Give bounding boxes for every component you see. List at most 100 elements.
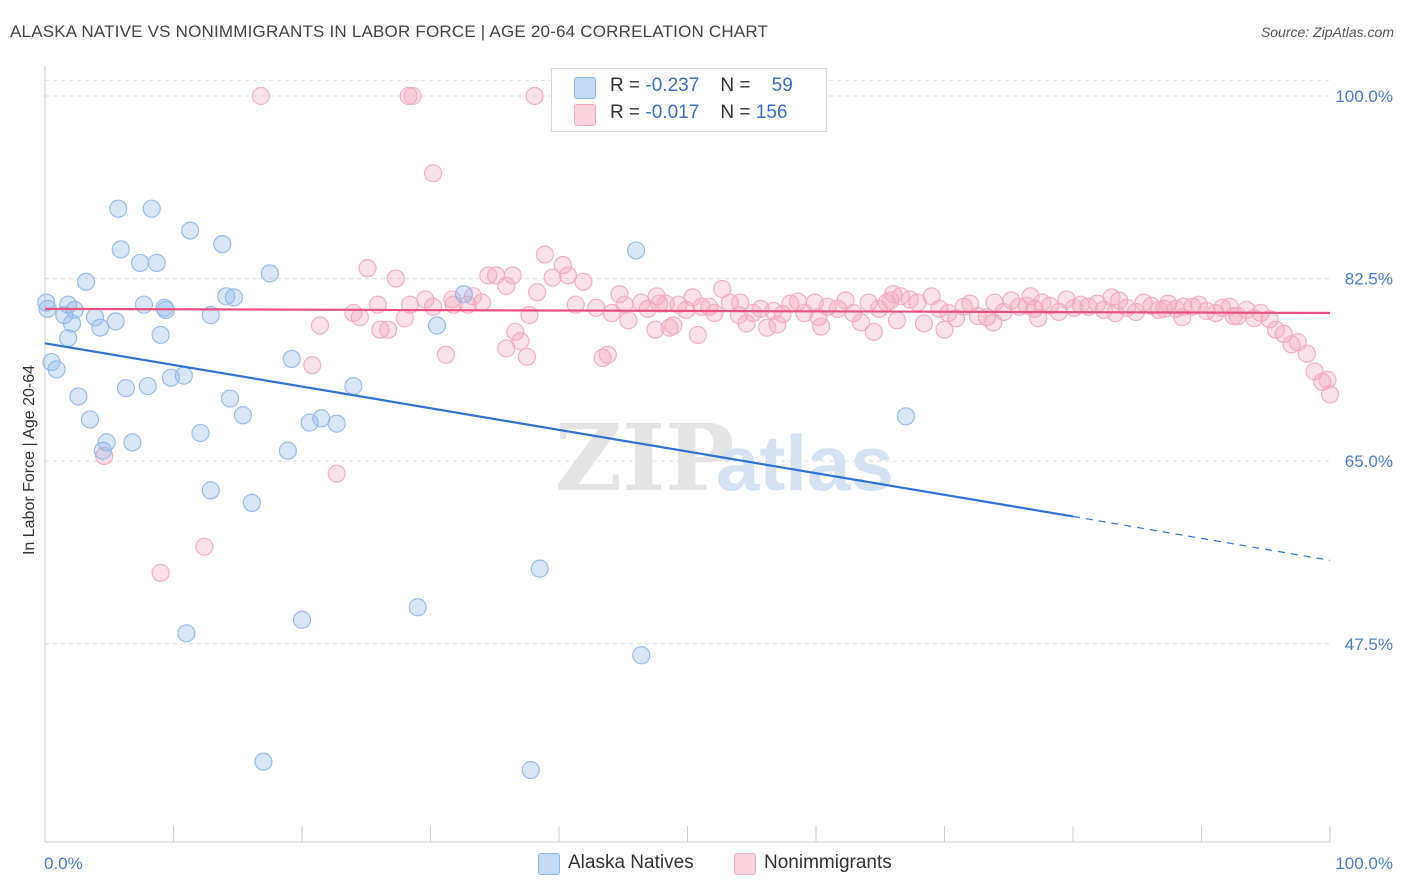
x-tick-label: 100.0% (1335, 854, 1393, 873)
y-tick-label: 100.0% (1335, 87, 1393, 106)
data-point (201, 481, 220, 500)
data-point (201, 306, 220, 325)
data-point (147, 253, 166, 273)
y-tick-label: 82.5% (1345, 270, 1393, 289)
data-point (713, 279, 732, 299)
data-point (729, 306, 749, 325)
data-point (864, 322, 883, 341)
data-point (80, 410, 100, 429)
data-point (177, 624, 196, 643)
data-point (282, 349, 301, 369)
data-point (436, 345, 456, 364)
data-point (151, 563, 170, 582)
data-point (111, 240, 130, 259)
data-point (278, 441, 297, 460)
data-point (1320, 385, 1340, 404)
data-point (809, 308, 828, 327)
legend-r-label: R = (610, 102, 641, 123)
data-point (260, 264, 279, 283)
data-point (106, 312, 125, 331)
data-point (984, 313, 1003, 332)
data-point (416, 290, 435, 309)
legend-swatch-pink (574, 104, 596, 126)
y-tick-label: 65.0% (1345, 452, 1393, 471)
data-point (251, 86, 270, 106)
data-point (1224, 307, 1243, 326)
source-label: Source: ZipAtlas.com (1260, 24, 1394, 40)
data-point (626, 241, 646, 260)
data-point (520, 306, 539, 325)
data-point (521, 760, 540, 780)
data-point (1040, 296, 1059, 315)
data-point (213, 235, 232, 254)
data-point (233, 406, 252, 425)
data-point (327, 414, 346, 433)
data-point (553, 255, 572, 275)
data-point (109, 199, 128, 218)
data-point (844, 303, 863, 323)
data-point (1173, 308, 1192, 327)
data-point (646, 320, 665, 339)
gridlines (45, 79, 1330, 645)
trend-line-alaska-natives-projection (1072, 515, 1331, 561)
legend-n-label: N = (720, 102, 751, 123)
trend-lines (44, 307, 1331, 561)
data-point (497, 339, 516, 358)
data-point (220, 389, 240, 408)
legend-r-value: -0.237 (645, 75, 700, 96)
legend-swatch-blue (574, 77, 596, 99)
data-point (142, 199, 161, 218)
data-point (47, 360, 66, 379)
legend-r-label: R = (610, 75, 641, 96)
legend-n-label: N = (720, 75, 751, 96)
data-point (69, 387, 88, 406)
data-point (688, 325, 707, 345)
data-point (358, 259, 377, 278)
legend-n-value: 59 (771, 75, 793, 96)
axes (44, 66, 1331, 843)
data-point (423, 164, 443, 183)
data-point (217, 287, 236, 306)
y-tick-label: 47.5% (1345, 635, 1393, 654)
data-point (130, 253, 150, 273)
data-point (310, 316, 330, 335)
watermark-atlas: atlas (716, 419, 894, 507)
data-point (37, 293, 56, 312)
data-point (610, 285, 629, 304)
data-point (399, 86, 418, 106)
watermark: ZIP atlas (555, 404, 894, 512)
data-point (292, 610, 312, 629)
trend-line-nonimmigrants (44, 307, 1331, 315)
data-point (1297, 344, 1316, 363)
data-point (887, 311, 907, 330)
data-point (506, 322, 525, 341)
data-point (525, 86, 544, 106)
data-point (423, 297, 443, 316)
data-point (454, 285, 474, 304)
legend-label-alaska-natives: Alaska Natives (568, 852, 694, 873)
data-point (517, 347, 536, 366)
data-point (479, 266, 498, 285)
legend-swatch-blue (538, 853, 560, 875)
data-point (598, 345, 617, 364)
data-point (530, 559, 549, 578)
data-point (535, 245, 554, 264)
data-point (403, 86, 422, 106)
data-point (97, 433, 116, 452)
data-point (566, 295, 585, 314)
data-point (1260, 310, 1279, 329)
data-point (386, 269, 405, 288)
data-point (705, 303, 724, 323)
data-point (503, 266, 522, 285)
data-point (543, 268, 562, 287)
data-point (195, 537, 214, 556)
data-point (312, 409, 331, 428)
data-point (134, 295, 154, 314)
data-point (151, 325, 170, 345)
data-point (408, 598, 427, 617)
data-point (378, 320, 398, 339)
data-point (91, 318, 110, 337)
data-point (647, 287, 666, 306)
legend-label-nonimmigrants: Nonimmigrants (764, 852, 892, 873)
